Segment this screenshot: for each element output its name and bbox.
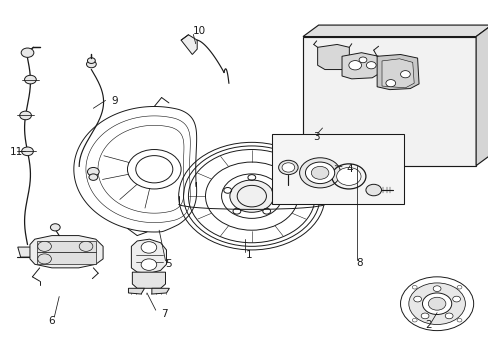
Circle shape [358,57,366,63]
Circle shape [365,184,381,196]
Circle shape [299,158,340,188]
Circle shape [408,283,465,324]
Circle shape [452,296,460,302]
Polygon shape [128,288,144,294]
Text: 4: 4 [346,164,353,174]
Circle shape [38,241,51,251]
Polygon shape [30,235,103,268]
Text: 10: 10 [193,26,206,36]
Circle shape [141,242,157,253]
Circle shape [229,180,273,212]
Circle shape [411,285,416,289]
Circle shape [432,286,440,292]
Circle shape [282,163,294,172]
Circle shape [400,71,409,78]
Circle shape [278,160,298,175]
Polygon shape [18,247,37,257]
Circle shape [20,111,31,120]
Polygon shape [181,35,197,54]
Circle shape [38,254,51,264]
Text: 8: 8 [356,258,363,268]
Circle shape [413,296,421,302]
Circle shape [21,48,34,57]
Text: 7: 7 [161,309,168,319]
Circle shape [86,60,96,68]
Circle shape [420,313,428,319]
Polygon shape [132,272,165,288]
Circle shape [311,166,328,179]
Text: 5: 5 [165,259,172,269]
Polygon shape [37,241,96,252]
Polygon shape [303,37,475,166]
Circle shape [336,167,360,185]
Circle shape [89,174,98,180]
Polygon shape [341,53,380,79]
Circle shape [445,313,452,319]
Circle shape [427,297,445,310]
Circle shape [385,80,395,87]
Circle shape [141,259,157,270]
Polygon shape [37,252,96,264]
Polygon shape [376,54,418,90]
Polygon shape [317,44,348,69]
Circle shape [127,149,181,189]
Circle shape [456,285,461,289]
Circle shape [21,147,33,156]
Circle shape [348,60,361,70]
Circle shape [87,167,99,176]
Text: 3: 3 [312,132,319,142]
Circle shape [366,62,375,69]
Polygon shape [74,107,196,232]
Circle shape [24,75,36,84]
Text: 2: 2 [424,320,430,330]
Text: 9: 9 [112,96,118,106]
Text: 1: 1 [245,250,252,260]
Polygon shape [381,59,413,88]
Text: 11: 11 [9,147,22,157]
Circle shape [456,318,461,322]
Polygon shape [131,239,166,273]
Circle shape [422,293,451,315]
Circle shape [87,58,95,63]
Polygon shape [152,288,169,294]
Bar [272,134,403,204]
Circle shape [305,162,334,184]
Circle shape [79,241,93,251]
Polygon shape [475,25,488,166]
Text: 6: 6 [48,316,55,325]
Circle shape [50,224,60,231]
Polygon shape [303,25,488,37]
Circle shape [411,318,416,322]
Circle shape [400,277,473,330]
